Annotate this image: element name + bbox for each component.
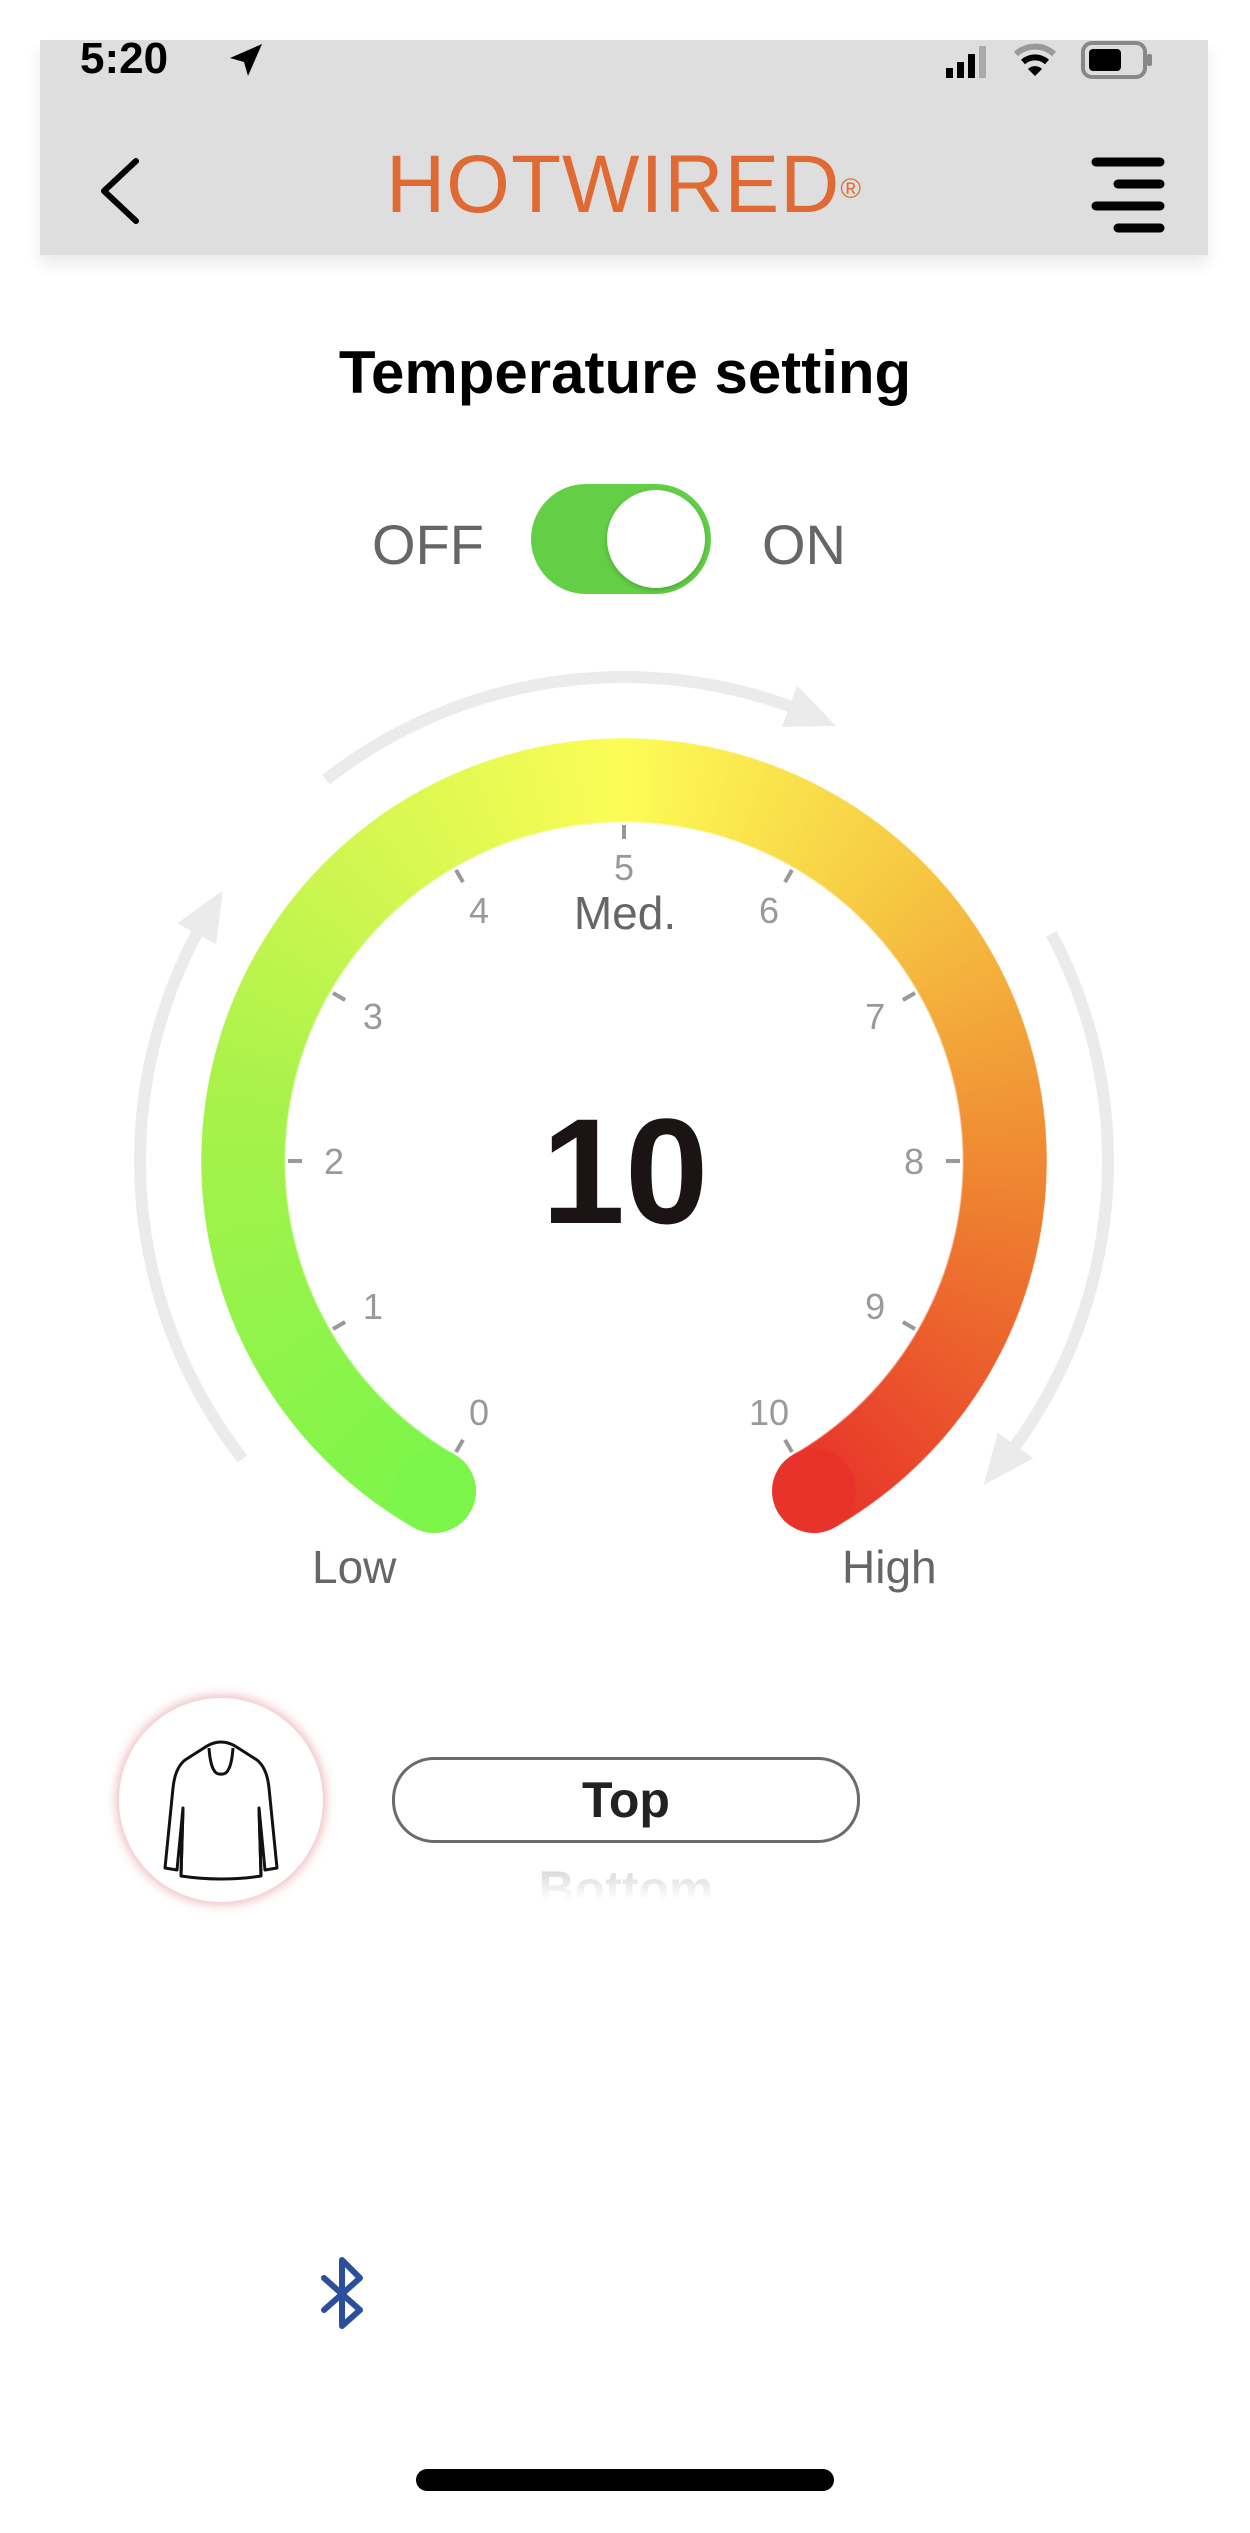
dial-tick-mark (783, 1438, 794, 1453)
home-indicator[interactable] (416, 2469, 834, 2491)
app-header: HOTWIRED® (40, 40, 1208, 255)
page-title: Temperature setting (338, 339, 912, 406)
brand-logo: HOTWIRED® (40, 140, 1208, 230)
temperature-value: 10 (541, 1087, 709, 1255)
jacket-icon (163, 1740, 279, 1881)
rotation-arrow-head-icon (782, 685, 837, 727)
wifi-icon (1013, 43, 1057, 76)
dial-tick-label: 0 (469, 1392, 489, 1433)
dial-tick-mark (332, 1320, 347, 1331)
rotation-arrow-arc (1000, 930, 1114, 1463)
medium-label: Med. (573, 887, 677, 939)
high-label: High (842, 1541, 937, 1593)
registered-mark: ® (840, 173, 863, 204)
rotation-arrow-head-icon (983, 1432, 1034, 1485)
menu-icon[interactable] (1088, 154, 1168, 234)
dial-tick-label: 2 (324, 1141, 344, 1182)
on-label: ON (762, 513, 846, 576)
dial-tick-mark (901, 1320, 916, 1331)
dial-ticks: 0 1 2 3 4 5 6 7 8 9 10 (288, 825, 960, 1453)
off-label: OFF (372, 513, 484, 576)
dial-tick-label: 3 (363, 996, 383, 1037)
dial-tick-label: 5 (614, 847, 634, 888)
dial-tick-mark (454, 1438, 465, 1453)
zone-option-bottom[interactable]: Bottom (538, 1861, 714, 1900)
zone-jacket-button[interactable] (119, 1698, 323, 1902)
signal-icon (946, 46, 986, 78)
dial-tick-mark (454, 869, 465, 884)
status-time: 5:20 (80, 34, 169, 83)
dial-start-cap (392, 1449, 476, 1533)
dial-tick-mark (332, 991, 347, 1002)
dial-tick-label: 10 (749, 1392, 789, 1433)
dial-tick-label: 8 (904, 1141, 924, 1182)
zone-option-top[interactable]: Top (392, 1757, 860, 1843)
rotation-arrow-head-icon (177, 890, 223, 945)
power-toggle[interactable] (531, 484, 711, 594)
location-arrow-icon (230, 44, 262, 76)
low-label: Low (312, 1541, 397, 1593)
dial-tick-mark (783, 869, 794, 884)
rotation-arrows (134, 671, 1114, 1485)
battery-icon (1081, 41, 1152, 79)
dial-end-cap (772, 1449, 856, 1533)
rotation-arrow-arc (134, 916, 248, 1463)
dial-tick-label: 1 (363, 1286, 383, 1327)
toggle-knob[interactable] (607, 490, 705, 588)
dial-tick-mark (901, 991, 916, 1002)
dial-tick-label: 9 (865, 1286, 885, 1327)
temperature-dial-ring[interactable] (201, 738, 1047, 1584)
brand-name: HOTWIRED (385, 139, 841, 230)
dial-tick-label: 7 (865, 996, 885, 1037)
dial-tick-label: 4 (469, 890, 489, 931)
back-chevron-icon[interactable] (88, 155, 148, 225)
rotation-arrow-arc (322, 671, 808, 785)
dial-tick-label: 6 (759, 890, 779, 931)
bluetooth-icon[interactable] (318, 2254, 368, 2334)
